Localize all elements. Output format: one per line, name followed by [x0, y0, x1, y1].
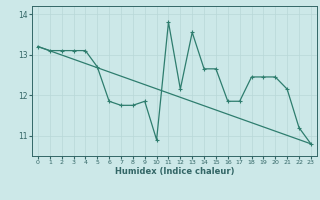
X-axis label: Humidex (Indice chaleur): Humidex (Indice chaleur)	[115, 167, 234, 176]
